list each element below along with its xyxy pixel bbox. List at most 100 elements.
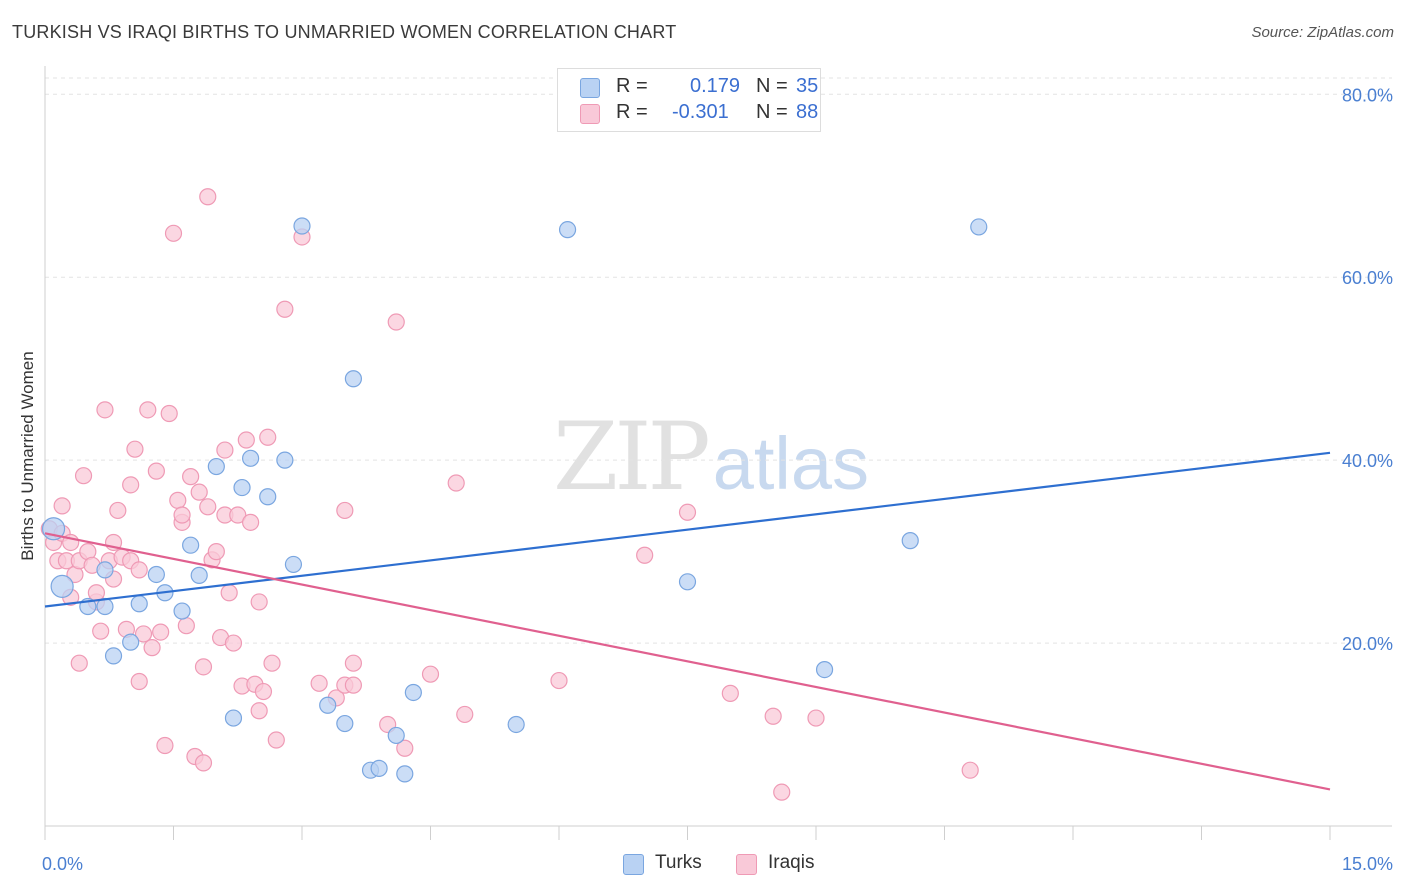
iraqis-point — [130, 561, 148, 579]
turks-trend-line — [44, 451, 1331, 608]
iraqis-point — [199, 498, 217, 516]
iraqis-point — [177, 617, 195, 635]
watermark: ZIPatlas — [553, 403, 869, 512]
turks-point — [404, 683, 422, 702]
turks-point — [233, 478, 251, 497]
iraqis-point — [807, 709, 825, 727]
iraqis-swatch — [580, 104, 600, 124]
iraqis-legend-label: Iraqis — [768, 852, 815, 873]
turks-point — [319, 696, 337, 714]
iraqis-point — [678, 503, 697, 521]
source-label: Source: ZipAtlas.com — [1251, 24, 1394, 41]
iraqis-point — [220, 584, 238, 602]
turks-point — [276, 451, 294, 469]
n-value: 35 — [796, 75, 819, 97]
iraqis-point — [550, 671, 568, 690]
turks-point — [147, 565, 165, 584]
chart-title: TURKISH VS IRAQI BIRTHS TO UNMARRIED WOM… — [12, 22, 677, 42]
iraqis-point — [143, 639, 161, 657]
iraqis-point — [126, 440, 144, 458]
iraqis-point — [344, 654, 362, 672]
r-value: -0.301 — [672, 101, 729, 123]
iraqis-point — [259, 428, 277, 446]
watermark-zip: ZIP — [553, 403, 711, 512]
turks-point — [387, 726, 405, 745]
turks-point — [370, 759, 388, 777]
iraqis-point — [224, 634, 243, 652]
iraqis-point — [173, 506, 191, 524]
turks-point — [259, 488, 277, 506]
turks-point — [104, 647, 123, 665]
iraqis-point — [764, 707, 782, 725]
iraqis-point — [194, 658, 213, 676]
turks-point — [224, 709, 243, 727]
iraqis-point — [387, 313, 405, 331]
y-tick-label: 40.0% — [1342, 451, 1393, 471]
turks-point — [336, 714, 354, 733]
iraqis-point — [242, 513, 260, 531]
iraqis-point — [721, 684, 739, 702]
iraqis-point — [96, 401, 114, 419]
iraqis-point — [396, 739, 414, 757]
iraqis-point — [74, 467, 93, 485]
iraqis-point — [70, 654, 88, 672]
turks-point — [396, 765, 414, 783]
y-tick-label: 60.0% — [1342, 268, 1393, 288]
turks-point — [182, 536, 200, 554]
turks-point — [678, 573, 697, 591]
iraqis-point — [447, 474, 465, 492]
iraqis-point — [152, 623, 170, 641]
iraqis-point — [344, 676, 362, 694]
r-value: 0.179 — [690, 75, 741, 97]
iraqis-point — [250, 702, 268, 720]
turks-point — [344, 370, 362, 388]
iraqis-point — [237, 431, 255, 449]
turks-point — [130, 595, 148, 613]
iraqis-point — [229, 506, 247, 524]
iraqis-point — [267, 731, 285, 749]
iraqis-point — [53, 497, 71, 515]
iraqis-point — [134, 625, 153, 643]
turks-legend-swatch — [623, 854, 644, 875]
y-tick-label: 80.0% — [1342, 85, 1393, 105]
iraqis-point — [310, 674, 328, 692]
iraqis-point — [336, 501, 354, 520]
turks-point — [815, 660, 834, 679]
watermark-atlas: atlas — [712, 422, 870, 505]
turks-swatch — [580, 78, 600, 98]
iraqis-point — [190, 483, 208, 501]
turks-point — [970, 218, 988, 236]
correlation-legend: R = 0.179 N = 35 R = -0.301 N = 88 — [557, 68, 821, 132]
r-label: R = — [616, 101, 648, 123]
iraqis-point — [109, 501, 127, 520]
iraqis-point — [276, 300, 294, 318]
iraqis-legend-swatch — [736, 854, 757, 875]
n-value: 88 — [796, 101, 819, 123]
iraqis-point — [92, 622, 110, 640]
turks-point — [50, 574, 74, 598]
iraqis-point — [216, 441, 234, 459]
iraqis-point — [160, 404, 178, 423]
x-tick-label: 15.0% — [1342, 854, 1393, 874]
iraqis-point — [636, 546, 654, 564]
iraqis-point — [139, 401, 157, 419]
iraqis-trend-line — [44, 532, 1331, 791]
iraqis-point — [421, 665, 440, 683]
iraqis-point — [87, 584, 106, 602]
iraqis-point — [456, 705, 474, 724]
turks-legend-label: Turks — [655, 852, 702, 873]
iraqis-point — [156, 736, 174, 755]
turks-point — [207, 457, 225, 476]
iraqis-point — [254, 682, 273, 701]
iraqis-point — [122, 476, 140, 494]
iraqis-point — [199, 188, 217, 206]
iraqis-point — [182, 468, 200, 486]
turks-point — [284, 555, 303, 574]
iraqis-point — [147, 462, 165, 480]
turks-point — [96, 561, 114, 579]
turks-point — [190, 566, 208, 584]
iraqis-point — [130, 672, 148, 691]
turks-point — [242, 449, 260, 467]
iraqis-point — [207, 543, 225, 561]
iraqis-point — [773, 783, 791, 801]
